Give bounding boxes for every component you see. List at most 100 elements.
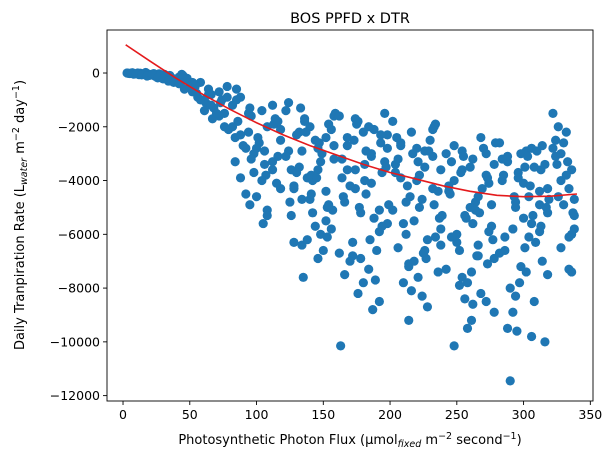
y-tick-label: −6000 <box>58 227 100 242</box>
data-point <box>446 157 457 167</box>
data-point <box>251 192 262 202</box>
data-point <box>289 184 299 194</box>
data-point <box>462 278 473 288</box>
data-point <box>238 141 248 151</box>
data-point <box>494 138 505 148</box>
data-point <box>543 184 553 194</box>
x-tick-label: 350 <box>578 407 602 422</box>
data-point <box>559 200 569 210</box>
data-point <box>552 159 562 170</box>
data-point <box>370 275 380 285</box>
data-point <box>271 178 282 188</box>
data-point <box>462 323 473 334</box>
data-point <box>296 103 306 113</box>
data-point <box>460 294 470 304</box>
data-point <box>199 106 210 116</box>
data-point <box>468 154 478 164</box>
data-point <box>345 181 355 191</box>
data-point <box>514 278 525 288</box>
data-point <box>377 221 387 231</box>
data-point <box>257 106 267 116</box>
data-point <box>525 181 535 191</box>
data-point <box>345 256 355 266</box>
data-point <box>388 116 398 127</box>
y-axis-label: Daily Tranpiration Rate (Lwater m−2 day−… <box>11 80 30 350</box>
data-point <box>482 173 493 183</box>
data-point <box>445 189 455 199</box>
data-point <box>481 296 491 307</box>
data-point <box>297 194 307 204</box>
data-point <box>518 213 529 223</box>
data-point <box>569 194 579 204</box>
x-tick-label: 150 <box>311 407 335 422</box>
data-point <box>520 162 530 172</box>
data-point <box>267 157 278 167</box>
data-point <box>541 202 551 213</box>
data-point <box>245 200 255 210</box>
data-point <box>461 213 471 223</box>
data-point <box>361 189 371 199</box>
data-point <box>338 192 348 202</box>
data-point <box>291 130 302 140</box>
data-point <box>482 259 493 269</box>
data-point <box>246 154 256 164</box>
data-point <box>561 127 571 137</box>
data-point <box>556 243 566 253</box>
data-point <box>436 224 446 234</box>
data-point <box>358 278 368 288</box>
data-point <box>241 189 251 199</box>
data-point <box>342 165 352 175</box>
data-point <box>177 69 187 79</box>
data-point <box>382 143 392 153</box>
data-point <box>534 186 545 196</box>
data-point <box>312 173 322 183</box>
data-point <box>521 267 531 277</box>
y-tick-label: −8000 <box>58 281 100 296</box>
data-point <box>350 165 360 175</box>
data-point <box>376 138 386 148</box>
y-axis-label-sup1: −2 <box>11 127 22 141</box>
data-point <box>424 146 434 156</box>
data-point <box>468 218 478 229</box>
data-point <box>214 87 224 97</box>
data-point <box>420 162 430 172</box>
x-tick-label: 300 <box>512 407 536 422</box>
data-point <box>489 307 499 317</box>
data-point <box>436 165 446 175</box>
data-point <box>497 154 507 164</box>
data-point <box>286 210 296 221</box>
data-point <box>530 237 541 247</box>
data-point <box>505 283 515 293</box>
data-point <box>340 270 350 280</box>
data-point <box>526 331 537 342</box>
scatter-points <box>122 67 579 386</box>
y-axis-label-mid: m <box>13 141 28 158</box>
data-point <box>300 116 310 127</box>
data-point <box>429 200 439 210</box>
y-axis: −12000 −10000 −8000 −6000 −4000 −2000 0 <box>50 66 107 403</box>
data-point <box>406 127 417 137</box>
data-point <box>259 146 270 156</box>
x-tick-label: 250 <box>445 407 469 422</box>
x-axis-label-mid: m <box>421 433 438 448</box>
data-point <box>251 143 262 153</box>
data-point <box>449 141 459 151</box>
data-point <box>298 272 308 282</box>
data-point <box>548 108 558 118</box>
data-point <box>321 132 331 143</box>
data-point <box>381 162 391 172</box>
data-point <box>564 184 574 194</box>
data-point <box>366 149 376 159</box>
data-point <box>563 157 573 167</box>
data-point <box>313 165 323 175</box>
data-point <box>262 210 272 221</box>
data-point <box>354 202 364 213</box>
data-point <box>380 108 390 118</box>
data-point <box>540 337 550 347</box>
data-point <box>267 100 278 110</box>
data-point <box>470 205 481 215</box>
data-point <box>520 243 530 253</box>
y-tick-label: −12000 <box>50 388 100 403</box>
data-point <box>477 184 487 194</box>
